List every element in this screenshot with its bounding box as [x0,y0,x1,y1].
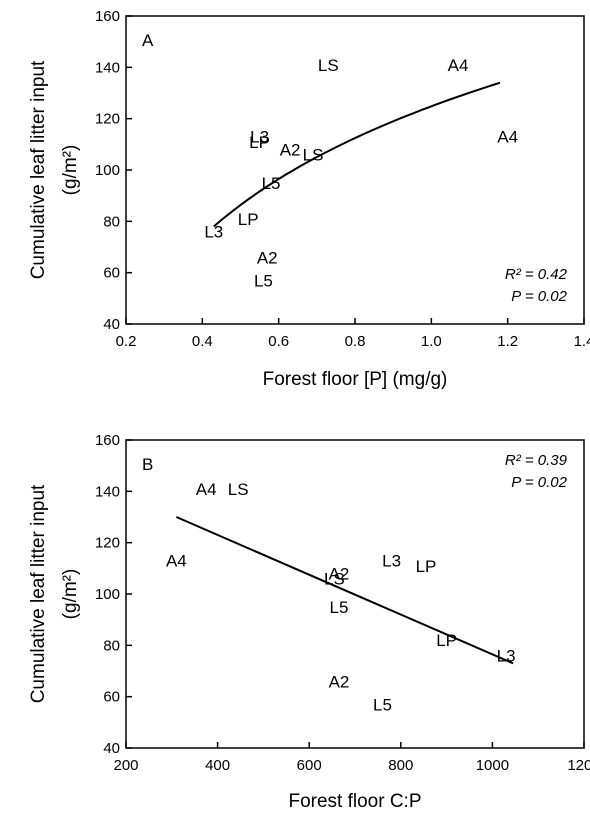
x-tick-label: 1000 [476,757,509,774]
x-axis-ticks: 200 400 600 800 1000 1200 [113,742,590,774]
data-point-l3: L3 [382,552,401,571]
y-tick-label: 80 [103,213,120,230]
data-point-lp: LP [249,133,270,152]
y-axis-ticks: 40 60 80 100 120 140 160 [95,8,132,333]
panel-label: A [142,31,154,50]
y-axis-unit: (g/m²) [60,145,81,196]
data-point-lp: LP [416,557,437,576]
panel-a: 40 60 80 100 120 140 160 0.2 0.4 0.6 0.8 1.0 1.2 1.4… [28,8,590,390]
data-point-ls: LS [303,146,324,165]
x-tick-label: 400 [205,757,230,774]
x-axis-title: Forest floor C:P [288,791,421,812]
y-axis-title-group: Cumulative leaf litter input (g/m²) [28,484,81,703]
x-tick-label: 0.8 [345,333,366,350]
y-tick-label: 60 [103,265,120,282]
data-point-a4: A4 [196,480,217,499]
fit-line [175,516,514,665]
x-tick-label: 0.2 [116,333,137,350]
x-tick-label: 1.0 [421,333,442,350]
data-point-ls: LS [324,570,345,589]
x-tick-label: 800 [388,757,413,774]
y-axis-title-group: Cumulative leaf litter input (g/m²) [28,60,81,279]
x-tick-label: 1200 [567,757,590,774]
y-tick-label: 100 [95,162,120,179]
y-tick-label: 40 [103,316,120,333]
x-tick-label: 200 [113,757,138,774]
p-value-annotation: P = 0.02 [511,474,567,491]
y-axis-title: Cumulative leaf litter input [28,60,49,279]
data-point-a2: A2 [257,248,278,267]
data-point-a4: A4 [448,56,469,75]
y-tick-label: 80 [103,637,120,654]
y-tick-label: 160 [95,8,120,25]
data-point-a4: A4 [497,128,518,147]
y-tick-label: 140 [95,483,120,500]
data-point-l3: L3 [204,223,223,242]
data-point-l3: L3 [497,647,516,666]
y-tick-label: 140 [95,59,120,76]
data-point-a4: A4 [166,552,187,571]
x-tick-label: 1.2 [497,333,518,350]
x-tick-label: 0.6 [268,333,289,350]
y-axis-unit: (g/m²) [60,569,81,620]
y-axis-title: Cumulative leaf litter input [28,484,49,703]
data-point-l5: L5 [262,174,281,193]
y-tick-label: 120 [95,535,120,552]
p-value-annotation: P = 0.02 [511,288,567,305]
y-tick-label: 160 [95,432,120,449]
data-point-a2: A2 [329,672,350,691]
y-tick-label: 120 [95,111,120,128]
data-point-ls: LS [318,56,339,75]
y-tick-label: 60 [103,689,120,706]
data-point-ls: LS [228,480,249,499]
y-tick-label: 40 [103,740,120,757]
x-tick-label: 0.4 [192,333,213,350]
panel-label: B [142,455,153,474]
data-point-a2: A2 [280,140,301,159]
data-point-lp: LP [238,210,259,229]
data-point-lp: LP [436,631,457,650]
data-point-a2: A2 [329,564,350,583]
fit-curve [213,81,501,228]
r-squared-annotation: R² = 0.39 [505,452,568,469]
data-point-l3: L3 [250,128,269,147]
x-tick-label: 600 [297,757,322,774]
y-tick-label: 100 [95,586,120,603]
r-squared-annotation: R² = 0.42 [505,266,568,283]
data-point-l5: L5 [373,695,392,714]
data-point-l5: L5 [254,271,273,290]
x-axis-title: Forest floor [P] (mg/g) [263,369,448,390]
y-axis-ticks: 40 60 80 100 120 140 160 [95,432,132,757]
x-axis-ticks: 0.2 0.4 0.6 0.8 1.0 1.2 1.4 [116,318,590,350]
data-point-l5: L5 [330,598,349,617]
x-tick-label: 1.4 [574,333,590,350]
